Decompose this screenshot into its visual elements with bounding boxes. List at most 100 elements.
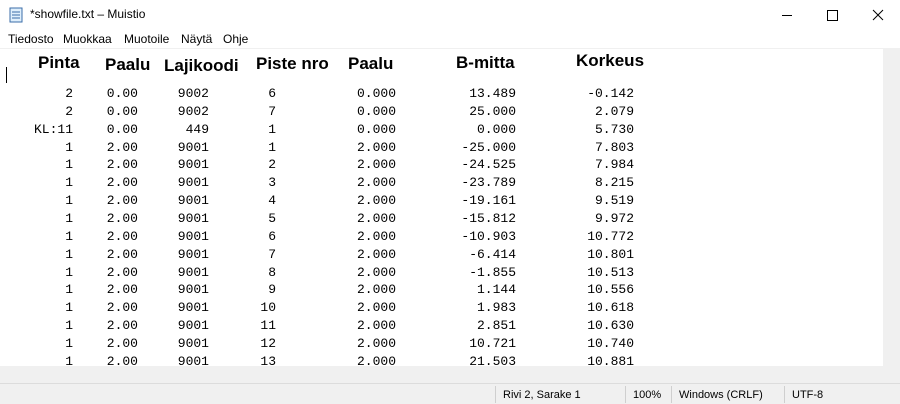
table-cell: 2.00 <box>106 264 138 280</box>
table-cell: 1 <box>65 300 73 316</box>
table-cell: 9001 <box>177 228 209 244</box>
table-cell: 9.519 <box>594 193 634 209</box>
table-cell: 1 <box>65 353 73 367</box>
table-cell: 7.984 <box>594 157 634 173</box>
table-cell: 9001 <box>177 353 209 367</box>
table-cell: 1 <box>65 282 73 298</box>
table-cell: 7.803 <box>594 139 634 155</box>
table-cell: 4 <box>268 193 276 209</box>
table-cell: 2.00 <box>106 175 138 191</box>
table-cell: 9001 <box>177 193 209 209</box>
text-area[interactable]: Pinta Paalu Lajikoodi Piste nro Paalu B-mitta… <box>0 48 883 367</box>
table-cell: 10.556 <box>587 282 634 298</box>
column-header: Korkeus <box>576 51 645 70</box>
table-cell: 9001 <box>177 139 209 155</box>
separator <box>784 386 785 403</box>
table-cell: 11 <box>260 318 276 334</box>
table-cell: 1 <box>65 193 73 209</box>
table-cell: 0.00 <box>106 103 138 119</box>
table-cell: 10.740 <box>587 335 634 351</box>
table-cell: 10 <box>260 300 276 316</box>
column-header: Lajikoodi <box>164 56 239 75</box>
table-cell: -15.812 <box>461 210 516 226</box>
table-cell: 10.513 <box>587 264 634 280</box>
table-cell: 1 <box>65 139 73 155</box>
window-controls <box>765 0 900 30</box>
status-bar: Rivi 2, Sarake 1 100% Windows (CRLF) UTF… <box>0 383 900 404</box>
column-header: Paalu <box>348 54 394 73</box>
table-cell: 2.000 <box>356 318 396 334</box>
table-cell: 2.000 <box>356 353 396 367</box>
menu-item[interactable]: Näytä <box>181 32 213 46</box>
table-cell: -24.525 <box>461 157 516 173</box>
menu-item[interactable]: Muotoile <box>124 32 170 46</box>
table-cell: 9001 <box>177 318 209 334</box>
table-cell: 0.000 <box>356 103 396 119</box>
table-cell: 5 <box>268 210 276 226</box>
table-cell: 2.000 <box>356 139 396 155</box>
menu-item[interactable]: Tiedosto <box>8 32 54 46</box>
menu-bar: Tiedosto Muokkaa Muotoile Näytä Ohje <box>0 30 900 48</box>
table-cell: 9001 <box>177 157 209 173</box>
table-cell: 2.000 <box>356 193 396 209</box>
table-cell: -0.142 <box>587 86 634 101</box>
table-cell: 2.000 <box>356 246 396 262</box>
table-cell: 2.851 <box>476 318 516 334</box>
table-cell: 7 <box>268 103 276 119</box>
line-ending: Windows (CRLF) <box>679 389 763 401</box>
table-cell: 10.801 <box>587 246 634 262</box>
table-cell: 1 <box>65 264 73 280</box>
table-cell: 9001 <box>177 264 209 280</box>
table-cell: 2.079 <box>594 103 634 119</box>
table-cell: 2.000 <box>356 175 396 191</box>
table-cell: 3 <box>268 175 276 191</box>
maximize-button[interactable] <box>810 0 855 30</box>
zoom-level: 100% <box>633 389 662 401</box>
column-header: Piste nro <box>256 54 329 73</box>
vertical-scrollbar[interactable] <box>883 48 900 366</box>
close-button[interactable] <box>855 0 900 30</box>
table-cell: 0.000 <box>356 121 396 137</box>
table-cell: 25.000 <box>469 103 516 119</box>
table-cell: 2.00 <box>106 139 138 155</box>
table-cell: -19.161 <box>461 193 516 209</box>
menu-item[interactable]: Muokkaa <box>63 32 112 46</box>
table-cell: 13 <box>260 353 276 367</box>
column-header: Paalu <box>105 55 151 74</box>
table-cell: 1 <box>65 175 73 191</box>
table-cell: 9001 <box>177 300 209 316</box>
table-cell: 0.000 <box>356 86 396 101</box>
table-cell: 2.000 <box>356 282 396 298</box>
table-cell: 10.721 <box>469 335 516 351</box>
table-cell: 0.00 <box>106 121 138 137</box>
table-cell: 2.000 <box>356 264 396 280</box>
table-cell: -25.000 <box>461 139 516 155</box>
table-cell: 9002 <box>177 86 209 101</box>
encoding: UTF-8 <box>792 389 824 401</box>
table-cell: 21.503 <box>469 353 516 367</box>
table-cell: 9.972 <box>594 210 634 226</box>
table-cell: 1 <box>65 210 73 226</box>
table-cell: 12 <box>260 335 276 351</box>
table-cell: -23.789 <box>461 175 516 191</box>
table-cell: 9001 <box>177 246 209 262</box>
table-cell: 2.00 <box>106 210 138 226</box>
table-cell: 7 <box>268 246 276 262</box>
separator <box>671 386 672 403</box>
title-bar: *showfile.txt – Muistio <box>0 0 900 30</box>
table-cell: 1 <box>65 228 73 244</box>
window-title: *showfile.txt – Muistio <box>30 7 146 21</box>
minimize-button[interactable] <box>765 0 810 30</box>
table-cell: 2 <box>65 103 73 119</box>
table-cell: 9001 <box>177 282 209 298</box>
menu-item[interactable]: Ohje <box>223 32 249 46</box>
horizontal-scrollbar[interactable] <box>0 366 896 397</box>
table-cell: 2 <box>268 157 276 173</box>
caret <box>6 67 7 83</box>
table-cell: 9002 <box>177 103 209 119</box>
separator <box>625 386 626 403</box>
table-cell: 2.00 <box>106 300 138 316</box>
table-cell: 2.00 <box>106 335 138 351</box>
table-cell: 5.730 <box>594 121 634 137</box>
